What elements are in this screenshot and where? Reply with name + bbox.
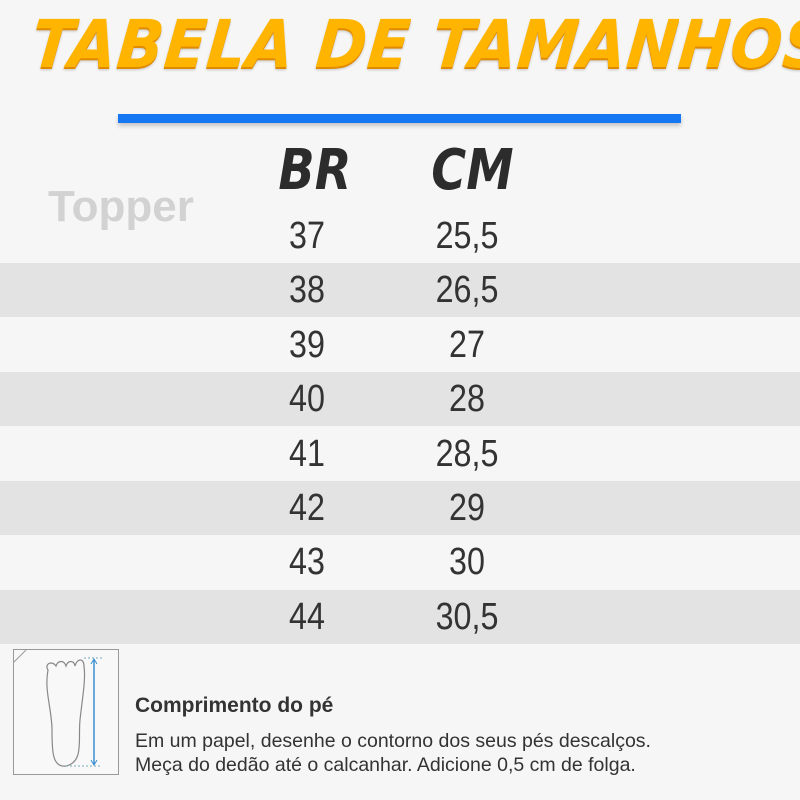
table-row: 43 30 (0, 535, 800, 589)
header-cm: CM (431, 138, 514, 203)
cm-value: 25,5 (435, 215, 499, 257)
cm-value: 27 (449, 323, 485, 366)
table-row: 37 25,5 (0, 209, 800, 263)
table-row: 39 27 (0, 318, 800, 372)
title-underline (118, 114, 681, 123)
table-row: 42 29 (0, 481, 800, 535)
table-row: 38 26,5 (0, 263, 800, 318)
br-value: 37 (289, 215, 325, 257)
header-br: BR (278, 138, 352, 203)
br-value: 44 (289, 595, 325, 638)
br-value: 42 (289, 487, 325, 529)
cm-value: 30 (449, 541, 485, 584)
foot-measure-icon (13, 649, 119, 775)
cm-value: 26,5 (435, 269, 499, 312)
table-row: 44 30,5 (0, 589, 800, 644)
foot-length-instructions: Em um papel, desenhe o contorno dos seus… (135, 729, 651, 777)
cm-value: 29 (449, 487, 485, 529)
page-title: TABELA DE TAMANHOS (28, 6, 800, 83)
cm-value: 30,5 (435, 595, 499, 638)
table-row: 40 28 (0, 372, 800, 427)
instruction-line: Em um papel, desenhe o contorno dos seus… (135, 730, 651, 752)
brand-logo: Topper (48, 182, 194, 231)
br-value: 39 (289, 323, 325, 366)
br-value: 40 (289, 378, 325, 421)
foot-length-title: Comprimento do pé (135, 694, 334, 717)
cm-value: 28,5 (435, 432, 499, 475)
br-value: 41 (289, 432, 325, 475)
table-row: 41 28,5 (0, 427, 800, 481)
cm-value: 28 (449, 378, 485, 421)
instruction-line: Meça do dedão até o calcanhar. Adicione … (135, 754, 636, 776)
br-value: 38 (289, 269, 325, 312)
br-value: 43 (289, 541, 325, 584)
